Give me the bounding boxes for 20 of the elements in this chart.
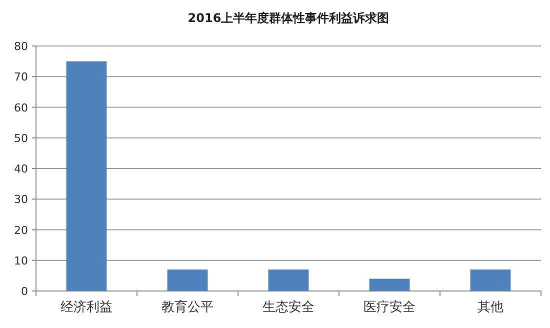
y-tick-label: 60 bbox=[14, 101, 28, 114]
x-tick-label: 经济利益 bbox=[60, 300, 112, 315]
x-tick-label: 医疗安全 bbox=[364, 299, 416, 315]
x-tick-label: 其他 bbox=[478, 300, 504, 315]
bar bbox=[470, 270, 511, 291]
bar bbox=[66, 61, 107, 291]
chart-title: 2016上半年度群体性事件利益诉求图 bbox=[188, 11, 390, 25]
y-tick-label: 0 bbox=[21, 285, 28, 298]
y-tick-label: 50 bbox=[14, 132, 28, 145]
y-tick-label: 10 bbox=[14, 254, 28, 268]
y-tick-label: 30 bbox=[14, 193, 28, 206]
y-tick-label: 80 bbox=[14, 40, 28, 53]
x-tick-label: 生态安全 bbox=[262, 299, 314, 315]
y-tick-label: 20 bbox=[14, 224, 28, 237]
y-tick-label: 40 bbox=[14, 162, 28, 176]
y-tick-label: 70 bbox=[14, 70, 28, 84]
bar bbox=[369, 278, 410, 291]
bar bbox=[268, 270, 309, 291]
bar bbox=[167, 270, 208, 291]
x-tick-label: 教育公平 bbox=[162, 299, 214, 315]
